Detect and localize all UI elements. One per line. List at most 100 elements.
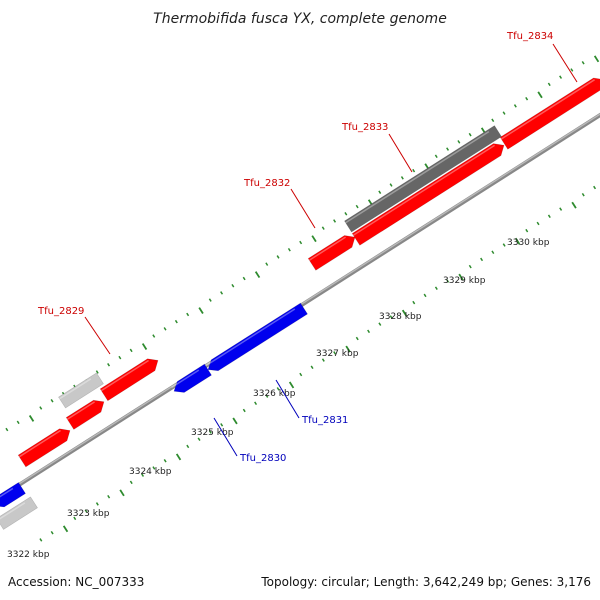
gene-feature-tfu-2831[interactable] — [205, 302, 308, 372]
minor-tick — [581, 61, 585, 65]
major-tick — [28, 415, 35, 422]
scale-label: 3324 kbp — [129, 467, 172, 477]
minor-tick — [446, 147, 450, 151]
gene-label[interactable]: Tfu_2831 — [301, 415, 348, 426]
feature-light[interactable] — [0, 496, 38, 530]
gene-label[interactable]: Tfu_2830 — [239, 453, 286, 464]
gene-feature-forward[interactable] — [65, 399, 105, 430]
gene-feature-reverse[interactable] — [0, 482, 26, 508]
gene-features[interactable] — [0, 77, 600, 530]
minor-tick — [355, 204, 359, 209]
gene-feature-tfu-2832[interactable] — [307, 235, 356, 271]
gene-label[interactable]: Tfu_2832 — [243, 178, 290, 189]
major-tick — [537, 91, 543, 99]
minor-tick — [446, 279, 450, 283]
feature-grey[interactable] — [344, 125, 502, 233]
minor-tick — [378, 322, 382, 326]
minor-tick — [400, 176, 404, 180]
minor-tick — [434, 286, 438, 290]
gene-label-leader — [290, 188, 316, 229]
scale-label: 3322 kbp — [7, 550, 50, 560]
minor-tick — [50, 399, 54, 403]
scale-label: 3329 kbp — [443, 276, 486, 286]
inner-tick-ring — [39, 185, 597, 542]
gene-label[interactable]: Tfu_2833 — [341, 122, 388, 133]
minor-tick — [355, 336, 359, 341]
minor-tick — [254, 401, 258, 406]
minor-tick — [423, 293, 427, 298]
minor-tick — [536, 221, 540, 226]
major-tick — [311, 235, 317, 243]
minor-tick — [220, 423, 224, 427]
minor-tick — [39, 406, 43, 410]
scale-label: 3323 kbp — [67, 509, 110, 519]
gene-feature-tfu-2834[interactable] — [499, 77, 600, 150]
gene-feature-tfu-2830[interactable] — [171, 363, 212, 393]
minor-tick — [197, 437, 201, 441]
feature-light[interactable] — [58, 372, 104, 409]
gene-label-leader — [388, 133, 413, 173]
major-tick — [198, 307, 204, 315]
minor-tick — [468, 264, 472, 269]
minor-tick — [107, 363, 111, 367]
minor-tick — [299, 372, 303, 377]
minor-tick — [378, 190, 382, 194]
minor-tick — [107, 494, 111, 499]
major-tick — [345, 345, 351, 353]
minor-tick — [502, 111, 506, 115]
major-tick — [514, 237, 521, 245]
major-tick — [141, 343, 148, 350]
major-tick — [119, 489, 125, 497]
major-tick — [232, 417, 238, 425]
gene-feature-tfu-2833[interactable] — [351, 143, 505, 246]
minor-tick — [84, 509, 88, 513]
gene-label[interactable]: Tfu_2829 — [37, 306, 84, 317]
major-tick — [175, 453, 182, 461]
minor-tick — [491, 118, 495, 123]
gene-feature-forward[interactable] — [17, 428, 71, 468]
minor-tick — [129, 348, 133, 353]
minor-tick — [321, 358, 325, 362]
minor-tick — [559, 207, 563, 211]
minor-tick — [389, 183, 393, 187]
minor-tick — [5, 427, 9, 432]
gene-label-leader — [213, 417, 238, 457]
minor-tick — [412, 300, 416, 305]
major-tick — [571, 201, 577, 209]
scale-label: 3325 kbp — [191, 428, 234, 438]
minor-tick — [468, 132, 472, 137]
minor-tick — [265, 262, 269, 266]
minor-tick — [186, 312, 190, 317]
minor-tick — [242, 408, 246, 413]
minor-tick — [220, 291, 224, 295]
minor-tick — [310, 365, 314, 370]
major-tick — [458, 273, 464, 281]
minor-tick — [95, 502, 99, 506]
minor-tick — [118, 355, 122, 360]
accession-text: Accession: NC_007333 — [8, 575, 144, 589]
minor-tick — [367, 329, 371, 334]
gene-label[interactable]: Tfu_2834 — [506, 31, 553, 42]
major-tick — [288, 381, 295, 389]
minor-tick — [502, 243, 506, 247]
minor-tick — [129, 480, 133, 485]
minor-tick — [287, 247, 291, 252]
minor-tick — [163, 459, 167, 463]
minor-tick — [344, 212, 348, 216]
minor-tick — [321, 226, 325, 230]
gene-label-leader — [84, 316, 111, 355]
gene-feature-tfu-2829[interactable] — [99, 358, 159, 402]
minor-tick — [152, 466, 156, 470]
minor-tick — [152, 334, 156, 338]
minor-tick — [525, 96, 529, 101]
scale-label: 3330 kbp — [507, 238, 550, 248]
minor-tick — [141, 473, 145, 477]
gene-label-leader — [552, 43, 578, 83]
minor-tick — [16, 420, 20, 425]
minor-tick — [559, 75, 563, 79]
minor-tick — [547, 82, 551, 87]
minor-tick — [480, 257, 484, 262]
minor-tick — [299, 240, 303, 245]
scale-label: 3327 kbp — [316, 349, 359, 359]
scale-label: 3328 kbp — [379, 312, 422, 322]
